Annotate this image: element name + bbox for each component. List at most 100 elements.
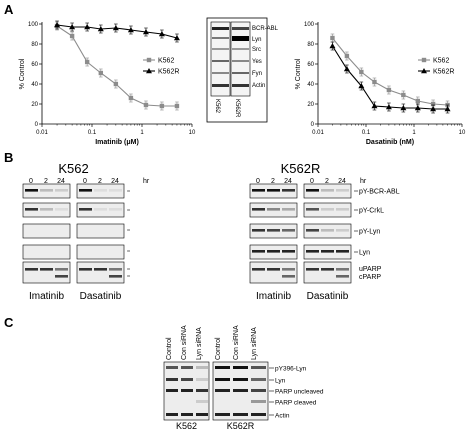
- y-tick-label: 40: [307, 82, 314, 88]
- data-point-square: [69, 33, 75, 39]
- blot-band: [252, 268, 265, 271]
- data-point-square: [386, 87, 392, 93]
- sirna-band: [166, 389, 178, 392]
- lane-label: Control: [166, 337, 173, 360]
- data-point-triangle: [127, 27, 134, 33]
- cell-line-label: K562: [176, 421, 197, 431]
- timepoint-label: 24: [57, 178, 65, 185]
- y-tick-label: 60: [307, 62, 314, 68]
- data-point-triangle: [385, 104, 392, 110]
- inset-band: [212, 27, 229, 30]
- blot-band: [336, 189, 349, 192]
- blot-band: [267, 208, 280, 211]
- y-tick-label: 0: [311, 122, 315, 128]
- inset-label: Yes: [252, 59, 262, 65]
- time-unit-label: hr: [143, 178, 150, 185]
- row-label: pY-Lyn: [359, 229, 380, 236]
- blot-band: [267, 268, 280, 271]
- blot-band: [94, 189, 107, 192]
- blot-strip-parp: [249, 261, 298, 284]
- blot-band: [40, 268, 53, 271]
- blot-band: [306, 229, 319, 232]
- data-point-triangle: [97, 26, 104, 32]
- timepoint-label: 24: [284, 178, 292, 185]
- data-point-square: [372, 79, 377, 85]
- inset-band: [232, 48, 249, 50]
- blot-band: [306, 208, 319, 211]
- sirna-row-label: PARP uncleaved: [275, 389, 324, 396]
- lane-label: Control: [215, 337, 222, 360]
- dasatinib-chart: 0 20 40 60 80 100 0.01 0.1 1 10 % Control Dasatinib…: [295, 22, 466, 146]
- inset-lane-label: K562: [214, 99, 220, 114]
- sirna-band: [215, 378, 230, 381]
- x-axis-label-main: Dasatinib: [366, 139, 399, 146]
- blot-band: [267, 250, 280, 253]
- blot-band: [306, 268, 319, 271]
- blot-band: [94, 208, 107, 211]
- x-tick-label: 1: [140, 130, 144, 136]
- time-unit-label: hr: [360, 178, 367, 185]
- blot-strip: [22, 223, 71, 239]
- timepoint-label: 2: [325, 178, 329, 185]
- lane-label: Con siRNA: [181, 325, 188, 360]
- data-point-triangle: [142, 29, 149, 35]
- sirna-band: [215, 413, 230, 416]
- panel-label-b: B: [4, 150, 13, 165]
- blot-band: [25, 268, 38, 271]
- blot-band: [282, 189, 295, 192]
- data-point-square: [128, 95, 134, 101]
- inset-band: [212, 37, 229, 39]
- blot-band: [321, 250, 334, 253]
- blot-band: [109, 268, 122, 271]
- blot-band: [40, 208, 53, 211]
- x-tick-label: 0.1: [88, 130, 97, 136]
- blot-band: [306, 189, 319, 192]
- panel-label-a: A: [4, 2, 14, 17]
- blot-band: [321, 208, 334, 211]
- data-point-square: [143, 102, 149, 108]
- timepoint-label: 0: [83, 178, 87, 185]
- data-point-square: [344, 53, 350, 59]
- inset-label: Fyn: [252, 71, 262, 77]
- data-point-square: [330, 35, 335, 41]
- drug-label: Dasatinib: [307, 291, 349, 302]
- inset-band: [232, 27, 249, 30]
- x-axis-label-unit: (nM): [399, 139, 414, 146]
- blot-band: [321, 229, 334, 232]
- blot-band: [55, 189, 68, 192]
- y-tick-label: 100: [304, 22, 315, 28]
- sirna-band: [181, 366, 193, 369]
- blot-band: [282, 229, 295, 232]
- data-point-triangle: [69, 24, 76, 30]
- y-tick-label: 80: [31, 42, 38, 48]
- legend-label: K562R: [158, 69, 179, 76]
- blot-band: [94, 268, 107, 271]
- blot-band: [25, 208, 38, 211]
- series-line-k562r: [331, 45, 448, 110]
- data-point-triangle: [158, 31, 165, 37]
- timepoint-label: 2: [98, 178, 102, 185]
- blot-strip: [76, 244, 125, 260]
- data-point-square: [113, 81, 119, 87]
- row-label-uparp: uPARP: [359, 266, 382, 273]
- data-point-square: [430, 101, 436, 107]
- sirna-band: [196, 413, 208, 416]
- drug-label: Imatinib: [29, 291, 64, 302]
- y-axis-label: % Control: [19, 58, 26, 89]
- data-point-triangle: [173, 35, 180, 41]
- timepoint-label: 0: [256, 178, 260, 185]
- legend-label: K562: [158, 58, 174, 65]
- data-point-triangle: [430, 106, 437, 112]
- sirna-row-label: PARP cleaved: [275, 400, 317, 407]
- sirna-band: [233, 366, 248, 369]
- timepoint-label: 2: [44, 178, 48, 185]
- row-label-cparp: cPARP: [359, 274, 381, 281]
- blot-band: [321, 189, 334, 192]
- inset-label: Src: [252, 47, 261, 53]
- sirna-band: [181, 378, 193, 381]
- legend-marker-square: [146, 57, 152, 63]
- blot-band: [252, 229, 265, 232]
- x-tick-label: 0.01: [312, 130, 324, 136]
- legend-marker-triangle: [421, 68, 427, 74]
- inset-band: [232, 72, 249, 74]
